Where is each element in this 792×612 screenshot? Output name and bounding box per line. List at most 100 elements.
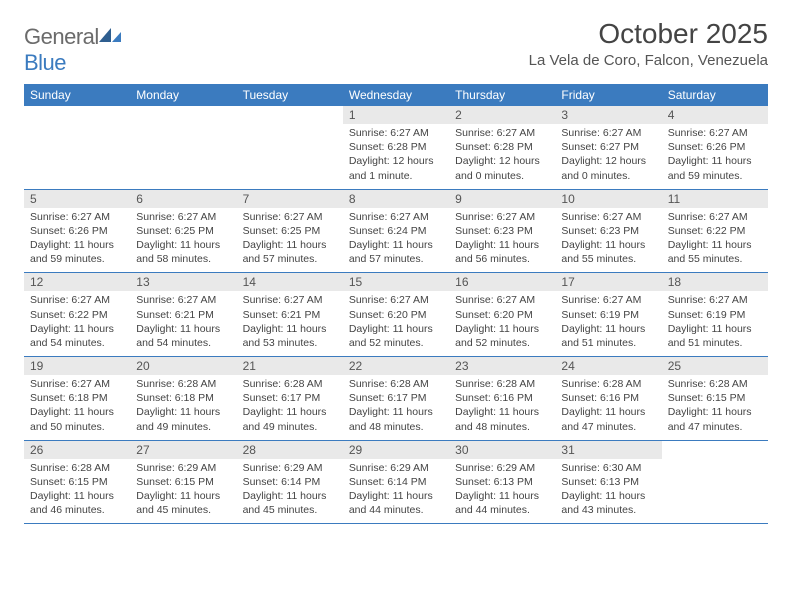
sunrise-text: Sunrise: 6:28 AM bbox=[136, 377, 230, 391]
sunset-text: Sunset: 6:20 PM bbox=[349, 308, 443, 322]
daylight-text: Daylight: 11 hours and 49 minutes. bbox=[136, 405, 230, 433]
day-body: Sunrise: 6:28 AMSunset: 6:18 PMDaylight:… bbox=[130, 375, 236, 440]
day-number: 21 bbox=[237, 357, 343, 375]
brand-general: General bbox=[24, 24, 99, 49]
daylight-text: Daylight: 11 hours and 47 minutes. bbox=[668, 405, 762, 433]
sunrise-text: Sunrise: 6:27 AM bbox=[455, 293, 549, 307]
day-body: Sunrise: 6:29 AMSunset: 6:13 PMDaylight:… bbox=[449, 459, 555, 524]
daylight-text: Daylight: 11 hours and 44 minutes. bbox=[455, 489, 549, 517]
daylight-text: Daylight: 12 hours and 0 minutes. bbox=[455, 154, 549, 182]
sunrise-text: Sunrise: 6:29 AM bbox=[455, 461, 549, 475]
day-body: Sunrise: 6:27 AMSunset: 6:23 PMDaylight:… bbox=[555, 208, 661, 273]
day-number: 15 bbox=[343, 273, 449, 291]
day-body: Sunrise: 6:27 AMSunset: 6:24 PMDaylight:… bbox=[343, 208, 449, 273]
day-body: Sunrise: 6:28 AMSunset: 6:16 PMDaylight:… bbox=[555, 375, 661, 440]
day-number: 18 bbox=[662, 273, 768, 291]
daylight-text: Daylight: 11 hours and 57 minutes. bbox=[243, 238, 337, 266]
sunrise-text: Sunrise: 6:27 AM bbox=[455, 210, 549, 224]
sunset-text: Sunset: 6:17 PM bbox=[349, 391, 443, 405]
daylight-text: Daylight: 11 hours and 52 minutes. bbox=[455, 322, 549, 350]
day-cell: 30Sunrise: 6:29 AMSunset: 6:13 PMDayligh… bbox=[449, 441, 555, 524]
sunset-text: Sunset: 6:13 PM bbox=[455, 475, 549, 489]
daylight-text: Daylight: 11 hours and 59 minutes. bbox=[668, 154, 762, 182]
day-cell: 19Sunrise: 6:27 AMSunset: 6:18 PMDayligh… bbox=[24, 357, 130, 440]
day-cell: 29Sunrise: 6:29 AMSunset: 6:14 PMDayligh… bbox=[343, 441, 449, 524]
day-number: 9 bbox=[449, 190, 555, 208]
day-number: 23 bbox=[449, 357, 555, 375]
day-number: 22 bbox=[343, 357, 449, 375]
daylight-text: Daylight: 12 hours and 0 minutes. bbox=[561, 154, 655, 182]
day-body: Sunrise: 6:28 AMSunset: 6:17 PMDaylight:… bbox=[343, 375, 449, 440]
day-cell: 25Sunrise: 6:28 AMSunset: 6:15 PMDayligh… bbox=[662, 357, 768, 440]
weeks-container: 1Sunrise: 6:27 AMSunset: 6:28 PMDaylight… bbox=[24, 106, 768, 524]
day-number: 10 bbox=[555, 190, 661, 208]
day-number: 3 bbox=[555, 106, 661, 124]
sunset-text: Sunset: 6:27 PM bbox=[561, 140, 655, 154]
day-number bbox=[24, 106, 130, 124]
month-title: October 2025 bbox=[529, 18, 768, 50]
sunrise-text: Sunrise: 6:27 AM bbox=[30, 210, 124, 224]
sunrise-text: Sunrise: 6:27 AM bbox=[668, 126, 762, 140]
day-body: Sunrise: 6:27 AMSunset: 6:28 PMDaylight:… bbox=[343, 124, 449, 189]
sunrise-text: Sunrise: 6:27 AM bbox=[136, 293, 230, 307]
day-number: 12 bbox=[24, 273, 130, 291]
brand-logo: General Blue bbox=[24, 18, 123, 76]
day-body bbox=[130, 124, 236, 132]
day-number: 19 bbox=[24, 357, 130, 375]
day-number: 13 bbox=[130, 273, 236, 291]
day-cell: 2Sunrise: 6:27 AMSunset: 6:28 PMDaylight… bbox=[449, 106, 555, 189]
day-body: Sunrise: 6:27 AMSunset: 6:22 PMDaylight:… bbox=[662, 208, 768, 273]
day-body: Sunrise: 6:27 AMSunset: 6:20 PMDaylight:… bbox=[343, 291, 449, 356]
day-number: 7 bbox=[237, 190, 343, 208]
sunset-text: Sunset: 6:22 PM bbox=[30, 308, 124, 322]
day-body: Sunrise: 6:28 AMSunset: 6:17 PMDaylight:… bbox=[237, 375, 343, 440]
sunset-text: Sunset: 6:28 PM bbox=[349, 140, 443, 154]
day-cell bbox=[130, 106, 236, 189]
day-body bbox=[24, 124, 130, 132]
sunrise-text: Sunrise: 6:27 AM bbox=[668, 210, 762, 224]
sunset-text: Sunset: 6:23 PM bbox=[455, 224, 549, 238]
day-cell: 9Sunrise: 6:27 AMSunset: 6:23 PMDaylight… bbox=[449, 190, 555, 273]
daylight-text: Daylight: 11 hours and 51 minutes. bbox=[668, 322, 762, 350]
sunset-text: Sunset: 6:19 PM bbox=[668, 308, 762, 322]
daylight-text: Daylight: 11 hours and 53 minutes. bbox=[243, 322, 337, 350]
daylight-text: Daylight: 11 hours and 57 minutes. bbox=[349, 238, 443, 266]
page-header: General Blue October 2025 La Vela de Cor… bbox=[24, 18, 768, 76]
day-number: 6 bbox=[130, 190, 236, 208]
sunset-text: Sunset: 6:25 PM bbox=[136, 224, 230, 238]
day-body: Sunrise: 6:27 AMSunset: 6:19 PMDaylight:… bbox=[662, 291, 768, 356]
sunrise-text: Sunrise: 6:27 AM bbox=[136, 210, 230, 224]
day-number: 27 bbox=[130, 441, 236, 459]
day-number: 24 bbox=[555, 357, 661, 375]
day-number: 5 bbox=[24, 190, 130, 208]
sunset-text: Sunset: 6:21 PM bbox=[136, 308, 230, 322]
sunset-text: Sunset: 6:16 PM bbox=[455, 391, 549, 405]
location-text: La Vela de Coro, Falcon, Venezuela bbox=[529, 52, 768, 69]
day-body: Sunrise: 6:27 AMSunset: 6:26 PMDaylight:… bbox=[662, 124, 768, 189]
sunset-text: Sunset: 6:21 PM bbox=[243, 308, 337, 322]
day-cell: 17Sunrise: 6:27 AMSunset: 6:19 PMDayligh… bbox=[555, 273, 661, 356]
day-body: Sunrise: 6:27 AMSunset: 6:18 PMDaylight:… bbox=[24, 375, 130, 440]
day-body: Sunrise: 6:30 AMSunset: 6:13 PMDaylight:… bbox=[555, 459, 661, 524]
day-number: 31 bbox=[555, 441, 661, 459]
day-number: 20 bbox=[130, 357, 236, 375]
sunset-text: Sunset: 6:14 PM bbox=[349, 475, 443, 489]
day-cell: 28Sunrise: 6:29 AMSunset: 6:14 PMDayligh… bbox=[237, 441, 343, 524]
sunset-text: Sunset: 6:17 PM bbox=[243, 391, 337, 405]
sunrise-text: Sunrise: 6:27 AM bbox=[349, 210, 443, 224]
day-cell: 23Sunrise: 6:28 AMSunset: 6:16 PMDayligh… bbox=[449, 357, 555, 440]
sunrise-text: Sunrise: 6:27 AM bbox=[243, 210, 337, 224]
sunset-text: Sunset: 6:18 PM bbox=[136, 391, 230, 405]
day-cell bbox=[24, 106, 130, 189]
sunset-text: Sunset: 6:13 PM bbox=[561, 475, 655, 489]
sunset-text: Sunset: 6:20 PM bbox=[455, 308, 549, 322]
day-cell: 18Sunrise: 6:27 AMSunset: 6:19 PMDayligh… bbox=[662, 273, 768, 356]
daylight-text: Daylight: 11 hours and 43 minutes. bbox=[561, 489, 655, 517]
sunrise-text: Sunrise: 6:29 AM bbox=[136, 461, 230, 475]
sunrise-text: Sunrise: 6:28 AM bbox=[30, 461, 124, 475]
daylight-text: Daylight: 11 hours and 51 minutes. bbox=[561, 322, 655, 350]
week-row: 19Sunrise: 6:27 AMSunset: 6:18 PMDayligh… bbox=[24, 357, 768, 441]
day-header: Friday bbox=[555, 84, 661, 106]
sunrise-text: Sunrise: 6:28 AM bbox=[243, 377, 337, 391]
day-cell: 24Sunrise: 6:28 AMSunset: 6:16 PMDayligh… bbox=[555, 357, 661, 440]
